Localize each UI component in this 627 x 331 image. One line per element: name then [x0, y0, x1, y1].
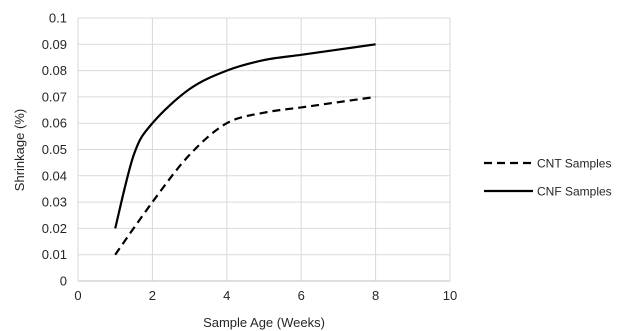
y-tick-label: 0.05	[42, 142, 67, 157]
horizontal-gridlines	[78, 17, 450, 256]
legend-label-cnt-samples: CNT Samples	[537, 157, 611, 171]
x-tick-label: 10	[443, 288, 457, 303]
axis-lines	[77, 18, 450, 282]
y-tick-label: 0.02	[42, 221, 67, 236]
x-tick-label: 2	[149, 288, 156, 303]
x-axis-tick-labels: 0 2 4 6 8 10	[74, 288, 457, 303]
y-tick-label: 0.04	[42, 168, 67, 183]
series-lines	[114, 43, 376, 256]
x-axis-title: Sample Age (Weeks)	[203, 315, 325, 330]
x-tick-label: 0	[74, 288, 81, 303]
y-tick-label: 0.1	[49, 11, 67, 26]
y-axis-title: Shrinkage (%)	[12, 109, 27, 191]
y-tick-label: 0.03	[42, 195, 67, 210]
x-tick-label: 6	[298, 288, 305, 303]
legend-label-cnf-samples: CNF Samples	[537, 185, 612, 199]
y-tick-label: 0.07	[42, 89, 67, 104]
x-tick-label: 8	[372, 288, 379, 303]
series-line-cnf-samples	[114, 43, 376, 229]
legend: CNT Samples CNF Samples	[484, 157, 612, 199]
y-tick-label: 0.01	[42, 247, 67, 262]
y-axis-tick-labels: 0 0.01 0.02 0.03 0.04 0.05 0.06 0.07 0.08 0.09 0.1	[42, 11, 67, 289]
y-tick-label: 0.06	[42, 116, 67, 131]
y-tick-label: 0.08	[42, 63, 67, 78]
y-tick-label: 0	[60, 274, 67, 289]
y-tick-label: 0.09	[42, 37, 67, 52]
x-tick-label: 4	[223, 288, 230, 303]
